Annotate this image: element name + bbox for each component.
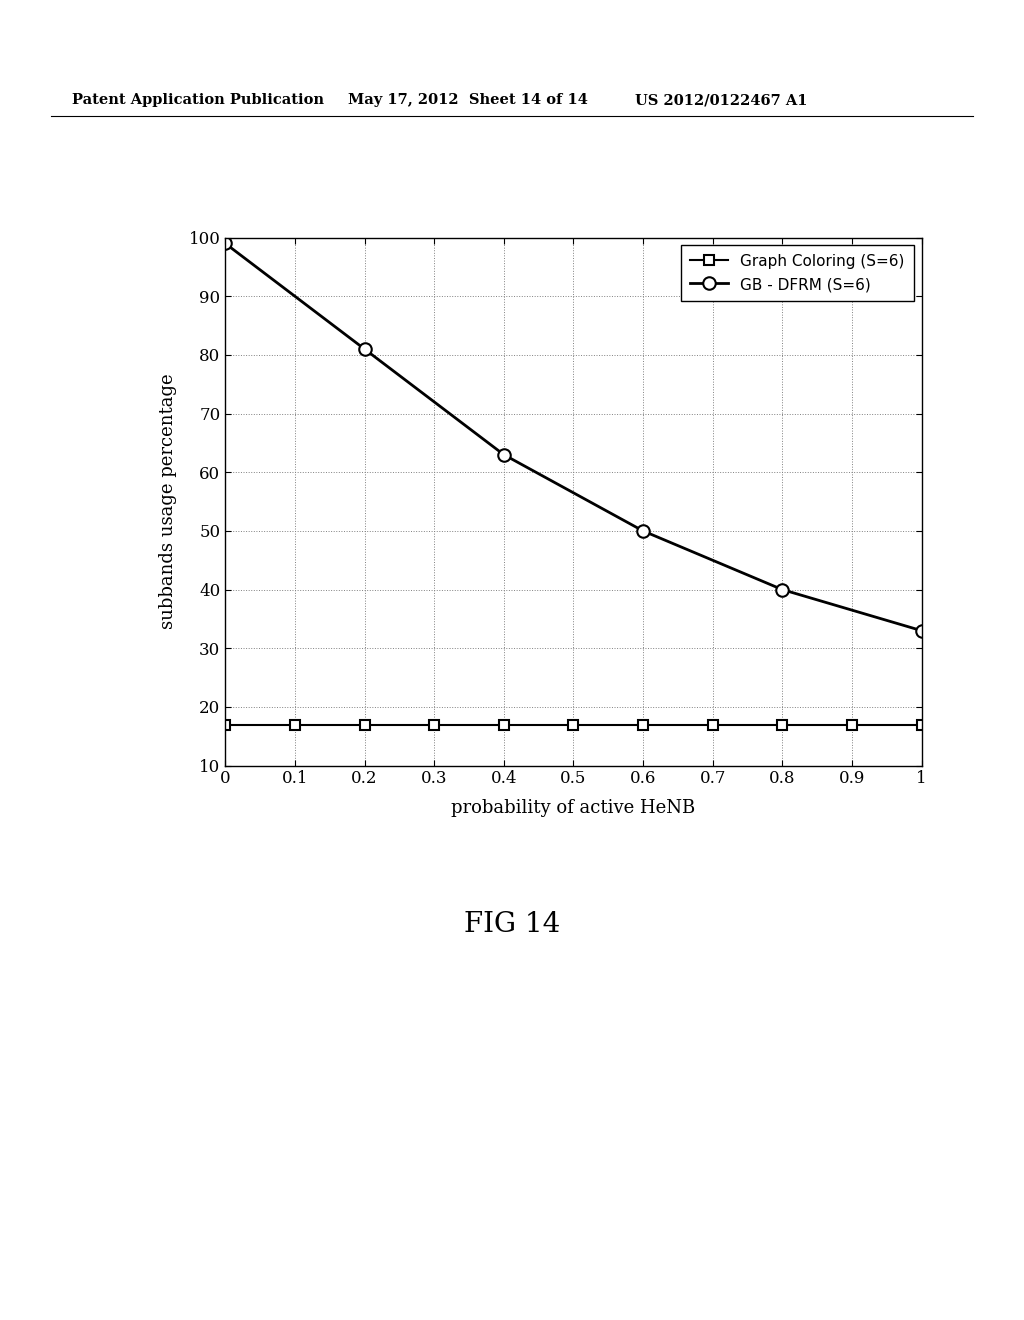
Graph Coloring (S=6) — [219, 717, 231, 733]
Text: US 2012/0122467 A1: US 2012/0122467 A1 — [635, 94, 807, 107]
Graph Coloring (S=6) — [707, 717, 719, 733]
Graph Coloring (S=6) — [428, 717, 440, 733]
Legend: Graph Coloring (S=6), GB - DFRM (S=6): Graph Coloring (S=6), GB - DFRM (S=6) — [681, 246, 914, 301]
Y-axis label: subbands usage percentage: subbands usage percentage — [160, 374, 177, 630]
Graph Coloring (S=6) — [358, 717, 371, 733]
Text: FIG 14: FIG 14 — [464, 911, 560, 937]
Graph Coloring (S=6) — [846, 717, 858, 733]
GB - DFRM (S=6) — [219, 235, 231, 251]
Text: Patent Application Publication: Patent Application Publication — [72, 94, 324, 107]
Text: May 17, 2012  Sheet 14 of 14: May 17, 2012 Sheet 14 of 14 — [348, 94, 588, 107]
Graph Coloring (S=6) — [776, 717, 788, 733]
GB - DFRM (S=6) — [358, 341, 371, 356]
GB - DFRM (S=6) — [637, 523, 649, 539]
Graph Coloring (S=6) — [289, 717, 301, 733]
Graph Coloring (S=6) — [498, 717, 510, 733]
GB - DFRM (S=6) — [915, 623, 928, 639]
Line: Graph Coloring (S=6): Graph Coloring (S=6) — [220, 719, 927, 730]
Graph Coloring (S=6) — [637, 717, 649, 733]
X-axis label: probability of active HeNB: probability of active HeNB — [452, 799, 695, 817]
GB - DFRM (S=6) — [498, 446, 510, 462]
Graph Coloring (S=6) — [915, 717, 928, 733]
Graph Coloring (S=6) — [567, 717, 580, 733]
GB - DFRM (S=6) — [776, 582, 788, 598]
Line: GB - DFRM (S=6): GB - DFRM (S=6) — [219, 238, 928, 638]
